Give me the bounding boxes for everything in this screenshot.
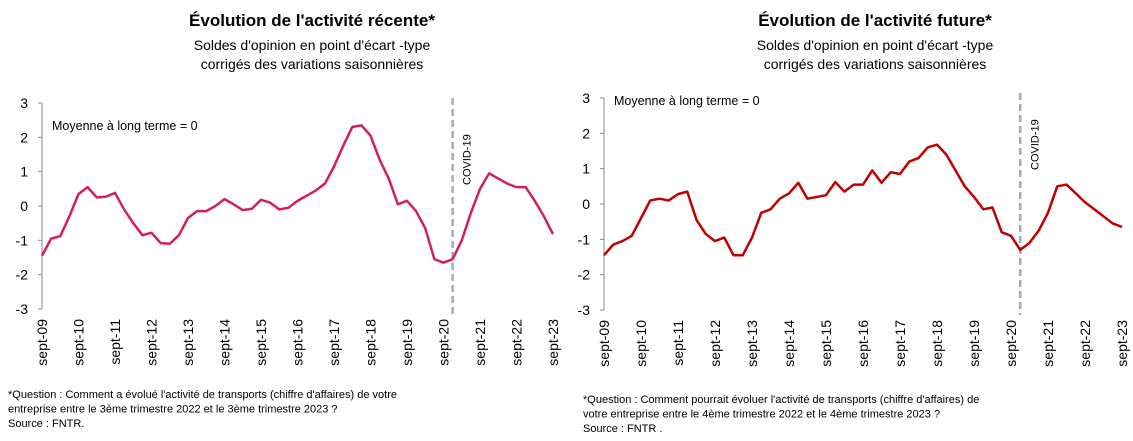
chart-subtitle: Soldes d'opinion en point d'écart -type xyxy=(757,37,994,53)
y-tick-label: 2 xyxy=(582,125,590,141)
chart-title: Évolution de l'activité récente* xyxy=(189,11,435,30)
x-tick-label: sept-18 xyxy=(363,319,379,366)
y-tick-label: -1 xyxy=(16,232,29,248)
x-tick-label: sept-21 xyxy=(472,319,488,366)
y-tick-label: -3 xyxy=(578,302,591,318)
annotation: Moyenne à long terme = 0 xyxy=(52,119,198,133)
x-tick-label: sept-23 xyxy=(545,319,561,366)
x-tick-label: sept-13 xyxy=(744,320,760,367)
x-tick-label: sept-11 xyxy=(107,319,123,365)
x-tick-label: sept-19 xyxy=(399,319,415,366)
y-tick-label: 2 xyxy=(20,129,28,145)
x-tick-label: sept-13 xyxy=(180,319,196,366)
footnote: *Question : Comment a évolué l'activité … xyxy=(8,389,397,401)
y-tick-label: -2 xyxy=(578,267,591,283)
x-tick-label: sept-17 xyxy=(326,319,342,366)
y-tick-label: 3 xyxy=(582,90,590,106)
x-tick-label: sept-23 xyxy=(1114,320,1130,367)
y-tick-label: 1 xyxy=(582,161,590,177)
x-tick-label: sept-10 xyxy=(71,319,87,366)
annotation: Moyenne à long terme = 0 xyxy=(614,94,760,108)
x-tick-label: sept-17 xyxy=(892,320,908,367)
x-tick-label: sept-15 xyxy=(818,320,834,367)
y-tick-label: 0 xyxy=(582,196,590,212)
x-tick-label: sept-14 xyxy=(781,320,797,367)
chart-title: Évolution de l'activité future* xyxy=(758,11,992,30)
x-tick-label: sept-16 xyxy=(855,320,871,367)
covid-label: COVID-19 xyxy=(462,134,474,185)
y-tick-label: 0 xyxy=(20,198,28,214)
footnote: *Question : Comment pourrait évoluer l'a… xyxy=(583,394,979,406)
x-tick-label: sept-18 xyxy=(929,320,945,367)
y-tick-label: 1 xyxy=(20,164,28,180)
y-tick-label: 3 xyxy=(20,95,28,111)
x-tick-label: sept-20 xyxy=(436,319,452,366)
chart-subtitle: corrigés des variations saisonnières xyxy=(201,56,424,72)
x-tick-label: sept-19 xyxy=(966,320,982,367)
footnote: Source : FNTR . xyxy=(583,423,662,435)
x-tick-label: sept-20 xyxy=(1003,320,1019,367)
x-tick-label: sept-11 xyxy=(670,320,686,366)
x-tick-label: sept-09 xyxy=(596,320,612,367)
x-tick-label: sept-12 xyxy=(144,319,160,366)
x-tick-label: sept-12 xyxy=(707,320,723,367)
y-tick-label: -3 xyxy=(16,301,29,317)
x-tick-label: sept-15 xyxy=(253,319,269,366)
x-tick-label: sept-21 xyxy=(1040,320,1056,367)
x-tick-label: sept-14 xyxy=(217,319,233,366)
x-tick-label: sept-09 xyxy=(34,319,50,366)
data-line xyxy=(40,124,555,264)
x-tick-label: sept-22 xyxy=(1077,320,1093,367)
chart-subtitle: corrigés des variations saisonnières xyxy=(764,56,987,72)
y-tick-label: -2 xyxy=(16,267,29,283)
footnote: entreprise entre le 3ème trimestre 2022 … xyxy=(8,404,338,416)
x-tick-label: sept-16 xyxy=(290,319,306,366)
covid-label: COVID-19 xyxy=(1029,119,1041,170)
data-line xyxy=(603,143,1123,257)
footnote: votre entreprise entre le 4ème trimestre… xyxy=(583,409,940,421)
chart-subtitle: Soldes d'opinion en point d'écart -type xyxy=(194,37,431,53)
y-tick-label: -1 xyxy=(578,231,591,247)
x-tick-label: sept-22 xyxy=(509,319,525,366)
footnote: Source : FNTR. xyxy=(8,418,84,430)
x-tick-label: sept-10 xyxy=(633,320,649,367)
